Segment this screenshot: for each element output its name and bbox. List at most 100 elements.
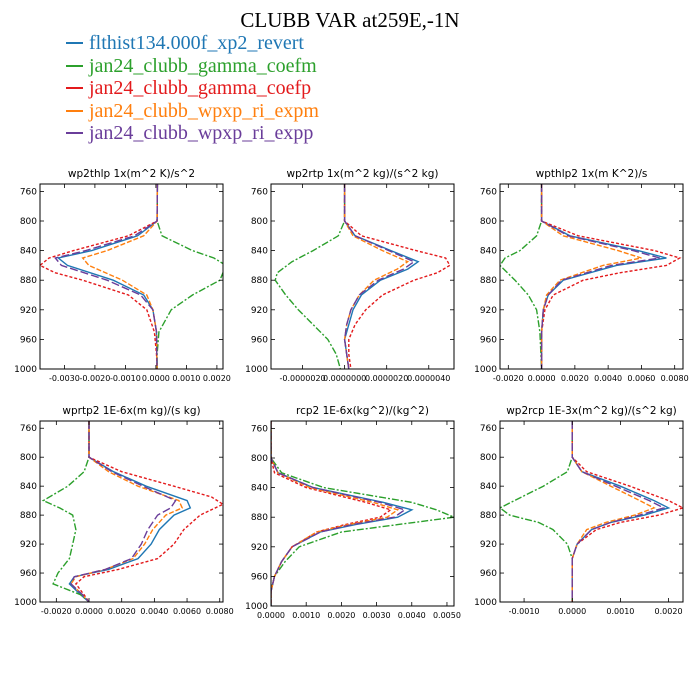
legend-line <box>66 42 83 45</box>
y-tick-label: 880 <box>251 276 268 286</box>
y-tick-label: 840 <box>20 247 37 257</box>
series-group <box>271 421 454 606</box>
x-tick-label: 0.0000000 <box>323 374 366 383</box>
y-tick-label: 840 <box>251 247 268 257</box>
x-tick-label: 0.0000020 <box>365 374 408 383</box>
y-tick-label: 840 <box>20 482 37 492</box>
y-tick-label: 800 <box>251 217 268 227</box>
series-line <box>571 421 683 602</box>
panel-frame <box>270 183 455 370</box>
series-group <box>500 421 683 602</box>
y-tick-label: 800 <box>480 453 497 463</box>
panel-title: wp2rtp 1x(m^2 kg)/(s^2 kg) <box>286 168 438 180</box>
legend-item: jan24_clubb_gamma_coefp <box>66 77 319 100</box>
series-line <box>54 184 159 369</box>
y-tick-label: 1000 <box>245 365 268 375</box>
series-group <box>40 184 223 369</box>
y-tick-label: 800 <box>20 217 37 227</box>
panel-title: rcp2 1E-6x(kg^2)/(kg^2) <box>296 405 429 417</box>
legend-line <box>66 87 83 90</box>
y-tick-label: 1000 <box>245 602 268 612</box>
series-line <box>343 184 410 369</box>
x-tick-label: -0.0000020 <box>279 374 325 383</box>
x-tick-label: 0.0000 <box>558 607 586 616</box>
x-tick-label: 0.0050 <box>433 611 461 620</box>
series-line <box>271 421 393 606</box>
y-tick-label: 960 <box>251 335 268 345</box>
series-line <box>40 184 159 369</box>
legend-line <box>66 109 83 112</box>
main-title: CLUBB VAR at259E,-1N <box>240 8 460 32</box>
x-tick-label: 0.0000040 <box>407 374 450 383</box>
series-line <box>56 184 159 369</box>
panel-frame <box>39 420 224 603</box>
x-tick-label: -0.0020 <box>41 607 72 616</box>
legend: flthist134.000f_xp2_revert jan24_clubb_g… <box>66 32 319 145</box>
y-tick-label: 1000 <box>474 365 497 375</box>
x-tick-label: -0.0020 <box>79 374 110 383</box>
x-tick-label: 0.0010 <box>606 607 634 616</box>
y-tick-label: 1000 <box>474 598 497 608</box>
panel-6: wp2rcp 1E-3x(m^2 kg)/(s^2 kg) 760 800 840 88… <box>474 405 684 616</box>
series-line <box>74 421 223 602</box>
panel-1: wp2thlp 1x(m^2 K)/s^2 760 800 840 880 920 960 1… <box>14 168 231 383</box>
x-tick-label: 0.0080 <box>206 607 234 616</box>
panel-title: wprtp2 1E-6x(m kg)/(s kg) <box>62 405 200 417</box>
panel-frame <box>270 420 455 607</box>
series-line <box>540 184 660 369</box>
y-tick-label: 960 <box>480 335 497 345</box>
series-line <box>571 421 666 602</box>
series-line <box>70 421 177 602</box>
series-line <box>500 421 573 602</box>
y-tick-label: 800 <box>251 454 268 464</box>
y-tick-label: 760 <box>251 424 268 434</box>
series-line <box>343 184 451 369</box>
x-tick-label: 0.0030 <box>363 611 391 620</box>
series-line <box>41 421 90 602</box>
x-tick-label: 0.0010 <box>172 374 200 383</box>
y-tick-label: 960 <box>20 335 37 345</box>
legend-label: jan24_clubb_wpxp_ri_expp <box>89 122 314 145</box>
y-tick-label: 840 <box>251 484 268 494</box>
x-tick-label: 0.0040 <box>398 611 426 620</box>
legend-line <box>66 64 83 67</box>
y-tick-label: 1000 <box>14 365 37 375</box>
x-tick-label: 0.0080 <box>661 374 689 383</box>
panel-frame <box>39 183 224 370</box>
x-tick-label: 0.0040 <box>594 374 622 383</box>
x-tick-label: 0.0000 <box>75 607 103 616</box>
series-line <box>571 421 671 602</box>
y-tick-label: 920 <box>251 543 268 553</box>
panel-2: wp2rtp 1x(m^2 kg)/(s^2 kg) 760 800 840 880 92… <box>245 168 455 383</box>
x-tick-label: 0.0020 <box>327 611 355 620</box>
y-tick-label: 800 <box>20 453 37 463</box>
legend-item: jan24_clubb_wpxp_ri_expp <box>66 122 319 145</box>
x-tick-label: 0.0000 <box>257 611 285 620</box>
y-tick-label: 920 <box>251 306 268 316</box>
series-line <box>70 421 184 602</box>
x-tick-label: 0.0000 <box>528 374 556 383</box>
x-tick-label: -0.0010 <box>509 607 540 616</box>
series-line <box>540 184 642 369</box>
y-tick-label: 960 <box>20 569 37 579</box>
y-tick-label: 920 <box>20 540 37 550</box>
series-group <box>500 184 682 369</box>
y-tick-label: 920 <box>20 306 37 316</box>
x-tick-label: -0.0010 <box>110 374 141 383</box>
series-line <box>274 184 346 369</box>
x-tick-label: -0.0020 <box>493 374 524 383</box>
y-tick-label: 760 <box>20 424 37 434</box>
y-tick-label: 960 <box>480 569 497 579</box>
panel-title: wp2rcp 1E-3x(m^2 kg)/(s^2 kg) <box>506 405 677 417</box>
y-tick-label: 760 <box>480 424 497 434</box>
panel-5: rcp2 1E-6x(kg^2)/(kg^2) 760 800 840 880 920 96… <box>245 405 461 620</box>
x-tick-label: 0.0040 <box>140 607 168 616</box>
y-tick-label: 840 <box>480 247 497 257</box>
panel-frame <box>499 183 684 370</box>
y-tick-label: 760 <box>251 187 268 197</box>
series-line <box>271 421 407 606</box>
series-line <box>540 184 667 369</box>
panel-4: wprtp2 1E-6x(m kg)/(s kg) 760 800 840 880 920… <box>14 405 234 616</box>
x-tick-label: 0.0060 <box>173 607 201 616</box>
